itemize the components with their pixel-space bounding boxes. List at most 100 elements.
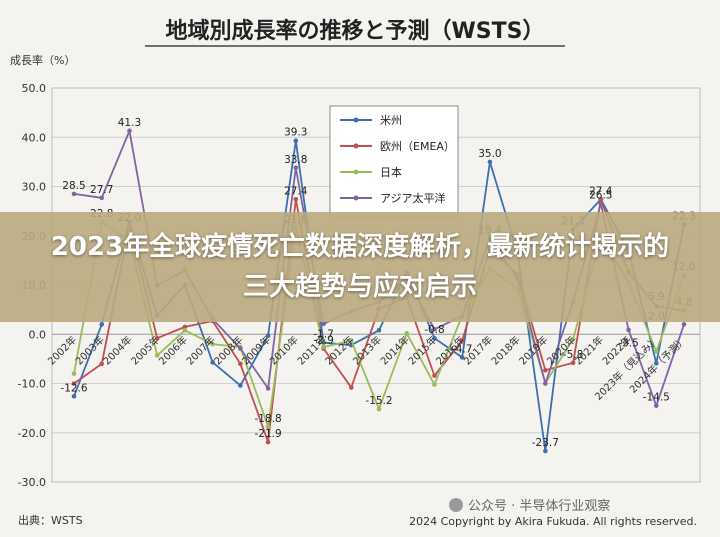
wechat-icon: [449, 498, 463, 512]
y-tick-label: 50.0: [22, 82, 47, 95]
data-point: [432, 327, 437, 332]
data-point: [71, 381, 77, 386]
data-point: [432, 335, 437, 341]
y-tick-label: -30.0: [18, 476, 46, 489]
x-tick-label: 2018年: [488, 333, 522, 367]
data-point: [127, 128, 132, 134]
data-point: [71, 394, 77, 399]
data-point: [543, 448, 548, 454]
chart-title: 地域別成長率の推移と予測（WSTS）: [166, 18, 545, 44]
data-point: [432, 373, 437, 378]
y-tick-label: 0.0: [29, 328, 47, 341]
data-label: -14.5: [643, 392, 670, 404]
data-point: [71, 191, 77, 197]
x-tick-label: 2005年: [128, 333, 162, 367]
data-point: [570, 360, 576, 366]
data-label: -3.5: [618, 337, 639, 349]
legend-label: 日本: [380, 165, 402, 179]
data-point: [154, 353, 160, 358]
data-label: -15.2: [365, 395, 392, 407]
data-point: [321, 344, 326, 350]
data-point: [598, 201, 604, 207]
data-label: -12.6: [60, 382, 87, 394]
data-label: 26.5: [589, 190, 612, 202]
data-point: [154, 335, 160, 341]
data-point: [376, 406, 382, 412]
watermark: 公众号 · 半导体行业观察: [449, 498, 610, 514]
data-point: [626, 327, 631, 333]
data-label: 27.4: [284, 185, 308, 197]
x-tick-label: 2002年: [45, 333, 79, 367]
data-point: [99, 361, 105, 367]
data-label: -1.7: [313, 329, 334, 341]
data-point: [182, 328, 188, 333]
y-tick-label: 40.0: [22, 131, 47, 144]
data-point: [238, 383, 243, 388]
data-label: 41.3: [118, 117, 141, 129]
data-label: -4.7: [452, 343, 473, 355]
data-point: [348, 385, 354, 390]
data-point: [376, 328, 382, 333]
data-label: -23.7: [532, 437, 559, 449]
data-label: 35.0: [478, 148, 501, 160]
data-point: [432, 382, 437, 387]
data-label: -2.9: [313, 335, 334, 347]
data-label: 33.8: [284, 154, 307, 166]
data-point: [293, 165, 299, 171]
data-point: [238, 346, 243, 351]
data-label: -21.9: [255, 428, 282, 440]
data-point: [653, 349, 659, 354]
data-point: [265, 439, 271, 445]
watermark-text: 公众号 · 半导体行业观察: [468, 499, 610, 514]
data-label: 27.7: [90, 184, 113, 196]
data-point: [404, 330, 410, 336]
x-tick-label: 2009年: [239, 333, 273, 367]
legend-marker: [353, 143, 359, 149]
y-tick-label: -10.0: [18, 378, 46, 391]
data-point: [653, 403, 659, 408]
source-label: 出典：WSTS: [18, 513, 83, 527]
x-tick-labels: 2002年2003年2004年2005年2006年2007年2008年2009年…: [45, 333, 689, 403]
x-tick-label: 2014年: [378, 333, 412, 367]
copyright-text: 2024 Copyright by Akira Fukuda. All righ…: [409, 515, 697, 528]
x-tick-label: 2010年: [267, 333, 301, 367]
legend-label: 米州: [380, 114, 402, 127]
data-label: 28.5: [62, 180, 85, 192]
legend-label: 欧州（EMEA）: [380, 140, 455, 153]
data-point: [321, 321, 326, 327]
data-point: [681, 322, 687, 327]
data-label: -5.8: [563, 349, 584, 361]
data-point: [348, 338, 354, 343]
data-point: [265, 333, 271, 339]
legend-marker: [353, 117, 359, 123]
legend-marker: [353, 195, 359, 201]
data-point: [459, 355, 465, 360]
data-point: [543, 367, 548, 373]
data-point: [238, 361, 243, 367]
data-point: [293, 138, 299, 143]
data-point: [99, 195, 105, 201]
data-point: [293, 197, 299, 202]
data-label: 39.3: [284, 127, 307, 139]
x-tick-label: 2006年: [156, 333, 190, 367]
data-point: [71, 371, 77, 376]
data-point: [210, 341, 215, 347]
data-point: [653, 361, 659, 366]
data-label: -18.8: [255, 413, 282, 425]
y-tick-label: -20.0: [18, 427, 46, 440]
x-tick-label: 2004年: [100, 333, 134, 367]
data-point: [598, 197, 604, 203]
data-point: [265, 424, 271, 430]
y-tick-label: 30.0: [22, 181, 47, 194]
data-label: -0.8: [424, 324, 445, 336]
legend-label: アジア太平洋: [380, 191, 446, 205]
article-headline: 2023年全球疫情死亡数据深度解析，最新统计揭示的三大趋势与应对启示: [50, 232, 670, 302]
data-point: [210, 360, 215, 365]
data-point: [570, 336, 576, 342]
data-point: [182, 324, 188, 330]
headline-banner: 2023年全球疫情死亡数据深度解析，最新统计揭示的三大趋势与应对启示: [0, 212, 720, 322]
data-point: [487, 159, 493, 165]
legend-marker: [353, 169, 359, 175]
data-point: [99, 322, 105, 327]
